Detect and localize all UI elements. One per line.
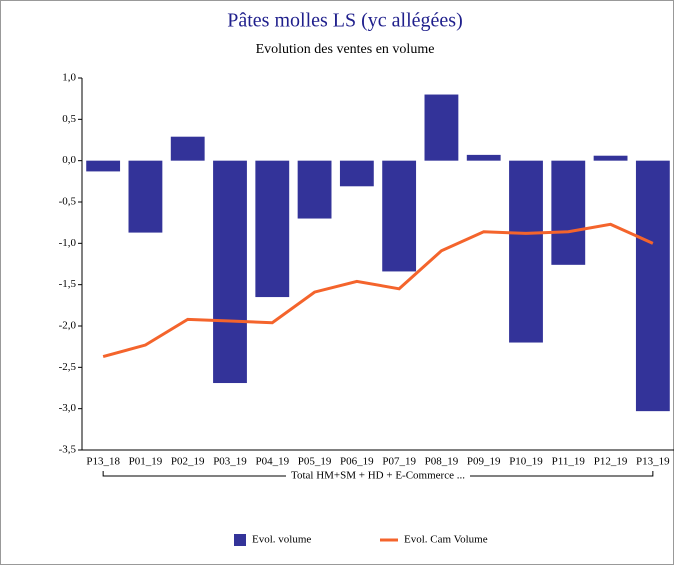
bar [424,94,459,161]
legend-label: Evol. volume [252,534,311,546]
bar [551,160,586,265]
legend-label: Evol. Cam Volume [404,534,488,546]
y-tick-label: 0,0 [62,154,76,166]
x-tick-label: P03_19 [213,456,247,468]
group-bracket [102,471,654,477]
x-tick-label: P02_19 [171,456,205,468]
x-tick-label: P01_19 [129,456,163,468]
bar [382,160,417,272]
bar [466,154,501,161]
y-tick-label: -3,0 [59,402,77,414]
x-tick-label: P13_19 [636,456,670,468]
bar [509,160,543,343]
bar [635,160,670,412]
y-tick-label: -3,5 [59,444,77,456]
x-tick-label: P06_19 [340,456,374,468]
bar [170,136,205,161]
bar [86,160,121,172]
y-tick-label: -1,0 [59,237,77,249]
x-tick-label: P09_19 [467,456,501,468]
line [102,222,654,359]
y-tick-label: -0,5 [59,196,77,208]
y-tick-label: -2,0 [59,320,77,332]
group-label: Total HM+SM + HD + E-Commerce ... [291,470,465,482]
chart-subtitle: Evolution des ventes en volume [256,42,435,57]
x-tick-label: P07_19 [382,456,416,468]
x-tick-label: P13_18 [86,456,120,468]
y-tick-label: -1,5 [59,278,77,290]
y-tick-label: 0,5 [62,113,76,125]
x-tick-label: P04_19 [255,456,289,468]
y-tick-label: -2,5 [59,361,77,373]
legend-swatch [234,534,246,546]
x-tick-label: P05_19 [298,456,332,468]
x-tick-label: P10_19 [509,456,543,468]
x-tick-label: P11_19 [552,456,586,468]
x-tick-label: P12_19 [594,456,628,468]
y-tick-label: 1,0 [62,72,76,84]
bar [593,155,628,161]
x-tick-label: P08_19 [425,456,459,468]
bar [255,160,290,298]
chart-title: Pâtes molles LS (yc allégées) [227,10,463,32]
bar [128,160,163,233]
bar [213,160,247,384]
bar [297,160,332,219]
bar [339,160,374,187]
